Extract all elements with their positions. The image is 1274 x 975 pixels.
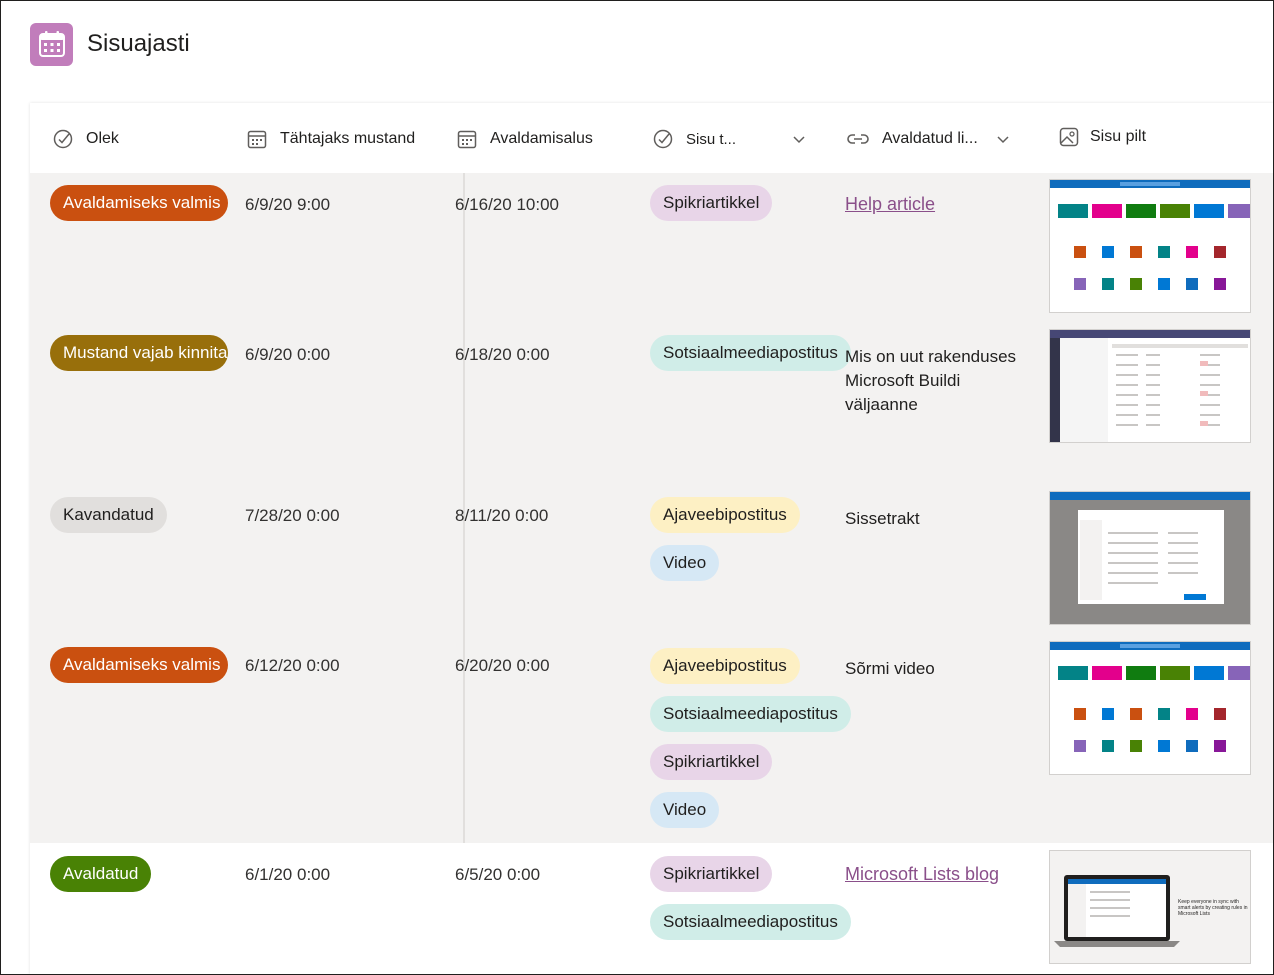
laptop-caption: Keep everyone in sync with smart alerts … bbox=[1178, 899, 1248, 917]
column-header-label: Sisu pilt bbox=[1090, 128, 1147, 145]
published-link-text: Mis on uut rakenduses Microsoft Buildi v… bbox=[845, 347, 1017, 414]
link-icon bbox=[847, 134, 869, 144]
column-header-content-image[interactable]: Sisu pilt bbox=[1058, 125, 1146, 149]
draft-due-date: 6/9/20 9:00 bbox=[245, 195, 331, 214]
content-image-thumbnail[interactable]: Keep everyone in sync with smart alerts … bbox=[1049, 850, 1251, 964]
publish-date: 6/16/20 10:00 bbox=[455, 195, 559, 214]
status-badge: Avaldatud bbox=[50, 856, 152, 892]
content-type-tag: Ajaveebipostitus bbox=[650, 497, 800, 533]
content-type-tag: Spikriartikkel bbox=[650, 744, 773, 780]
published-link[interactable]: Help article bbox=[845, 194, 936, 214]
column-header-label: Olek bbox=[86, 130, 119, 147]
app-title: Sisuajasti bbox=[87, 30, 190, 57]
status-badge: Kavandatud bbox=[50, 497, 167, 533]
dialog-screenshot bbox=[1050, 492, 1250, 624]
image-icon bbox=[1059, 127, 1079, 147]
app-header: Sisuajasti bbox=[30, 22, 190, 66]
column-header-label: Sisu t... bbox=[686, 130, 737, 148]
calendar-icon bbox=[457, 130, 477, 149]
draft-due-date: 7/28/20 0:00 bbox=[245, 506, 340, 525]
chevron-down-icon[interactable] bbox=[996, 132, 1010, 146]
content-type-tag: Video bbox=[650, 792, 720, 828]
status-badge: Avaldamiseks valmis bbox=[50, 185, 228, 221]
content-type-tag: Sotsiaalmeediapostitus bbox=[650, 335, 851, 371]
publish-date: 6/18/20 0:00 bbox=[455, 345, 550, 364]
column-header-published-link[interactable]: Avaldatud li... bbox=[846, 127, 1010, 151]
publish-date: 6/5/20 0:00 bbox=[455, 865, 541, 884]
published-link-text: Sissetrakt bbox=[845, 509, 920, 528]
draft-due-date: 6/12/20 0:00 bbox=[245, 656, 340, 675]
status-badge: Mustand vajab kinnitamist bbox=[50, 335, 228, 371]
laptop-screenshot bbox=[1054, 875, 1180, 947]
column-header-status[interactable]: Olek bbox=[52, 127, 119, 151]
status-badge: Avaldamiseks valmis bbox=[50, 647, 228, 683]
content-type-tag: Sotsiaalmeediapostitus bbox=[650, 696, 851, 732]
calendar-icon bbox=[247, 130, 267, 149]
content-list: Olek Tähtajaks mustand Avaldamisalus Sis… bbox=[30, 103, 1274, 975]
content-image-thumbnail[interactable] bbox=[1049, 641, 1251, 775]
content-type-tag: Sotsiaalmeediapostitus bbox=[650, 904, 851, 940]
column-header-label: Tähtajaks mustand bbox=[280, 130, 416, 147]
draft-due-date: 6/9/20 0:00 bbox=[245, 345, 331, 364]
content-image-thumbnail[interactable] bbox=[1049, 491, 1251, 625]
published-link[interactable]: Microsoft Lists blog bbox=[845, 864, 1000, 884]
app-tiles-screenshot bbox=[1050, 642, 1250, 752]
content-type-tag: Ajaveebipostitus bbox=[650, 648, 800, 684]
content-type-tag: Spikriartikkel bbox=[650, 185, 773, 221]
status-check-icon bbox=[53, 129, 73, 149]
published-link-text: Sõrmi video bbox=[845, 659, 935, 678]
column-divider bbox=[463, 173, 465, 843]
status-check-icon bbox=[653, 129, 673, 149]
teams-list-screenshot bbox=[1050, 330, 1250, 442]
column-header-label: Avaldatud li... bbox=[882, 130, 978, 147]
content-type-tag: Spikriartikkel bbox=[650, 856, 773, 892]
app-tiles-screenshot bbox=[1050, 180, 1250, 290]
column-header-label: Avaldamisalus bbox=[490, 130, 593, 147]
content-image-thumbnail[interactable] bbox=[1049, 329, 1251, 443]
column-header-draft-due[interactable]: Tähtajaks mustand bbox=[246, 127, 415, 151]
column-header-publish-date[interactable]: Avaldamisalus bbox=[456, 127, 593, 151]
draft-due-date: 6/1/20 0:00 bbox=[245, 865, 331, 884]
chevron-down-icon[interactable] bbox=[792, 132, 806, 146]
calendar-icon bbox=[30, 22, 73, 66]
publish-date: 8/11/20 0:00 bbox=[455, 506, 549, 525]
content-image-thumbnail[interactable] bbox=[1049, 179, 1251, 313]
content-type-tag: Video bbox=[650, 545, 720, 581]
column-header-row: Olek Tähtajaks mustand Avaldamisalus Sis… bbox=[30, 103, 1274, 173]
column-header-content-type[interactable]: Sisu t... bbox=[652, 127, 806, 151]
publish-date: 6/20/20 0:00 bbox=[455, 656, 550, 675]
